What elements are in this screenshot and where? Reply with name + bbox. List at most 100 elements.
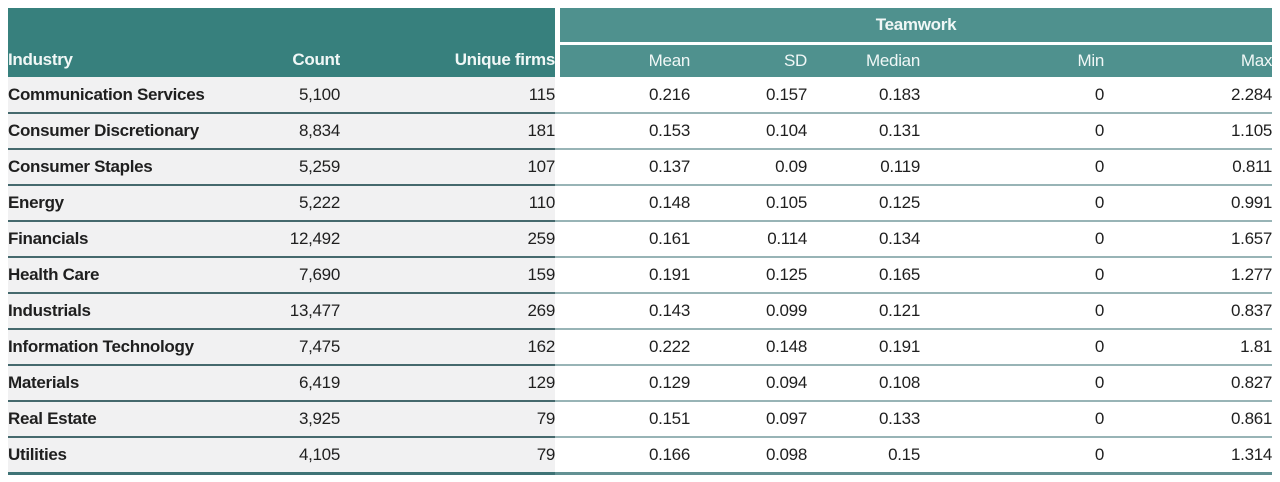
max-cell: 0.861 <box>1104 401 1273 438</box>
column-gap <box>555 113 560 150</box>
industry-cell: Financials <box>8 221 240 258</box>
sd-cell: 0.099 <box>690 293 807 330</box>
median-cell: 0.131 <box>807 113 920 150</box>
min-cell: 0 <box>920 257 1104 294</box>
table-row: Materials 6,419 129 0.129 0.094 0.108 0 … <box>8 365 1273 402</box>
mean-cell: 0.148 <box>560 185 690 222</box>
max-cell: 0.827 <box>1104 365 1273 402</box>
count-cell: 5,100 <box>240 77 340 114</box>
table-row: Financials 12,492 259 0.161 0.114 0.134 … <box>8 221 1273 258</box>
unique-firms-cell: 110 <box>340 185 555 222</box>
table-row: Consumer Staples 5,259 107 0.137 0.09 0.… <box>8 149 1273 186</box>
industry-cell: Consumer Staples <box>8 149 240 186</box>
max-cell: 1.105 <box>1104 113 1273 150</box>
sd-cell: 0.157 <box>690 77 807 114</box>
group-header-row: Teamwork <box>8 8 1273 45</box>
column-gap <box>555 329 560 366</box>
mean-cell: 0.161 <box>560 221 690 258</box>
mean-cell: 0.143 <box>560 293 690 330</box>
unique-firms-cell: 159 <box>340 257 555 294</box>
count-cell: 6,419 <box>240 365 340 402</box>
count-cell: 5,259 <box>240 149 340 186</box>
sd-column-header: SD <box>690 43 807 77</box>
column-gap <box>555 365 560 402</box>
max-cell: 0.811 <box>1104 149 1273 186</box>
mean-cell: 0.166 <box>560 437 690 475</box>
mean-cell: 0.137 <box>560 149 690 186</box>
column-header-row: Industry Count Unique firms Mean SD Medi… <box>8 43 1273 77</box>
industry-cell: Consumer Discretionary <box>8 113 240 150</box>
count-cell: 7,690 <box>240 257 340 294</box>
median-cell: 0.134 <box>807 221 920 258</box>
unique-firms-cell: 269 <box>340 293 555 330</box>
industry-cell: Materials <box>8 365 240 402</box>
column-gap <box>555 257 560 294</box>
sd-cell: 0.125 <box>690 257 807 294</box>
industry-cell: Health Care <box>8 257 240 294</box>
table-row: Health Care 7,690 159 0.191 0.125 0.165 … <box>8 257 1273 294</box>
min-cell: 0 <box>920 149 1104 186</box>
table-row: Communication Services 5,100 115 0.216 0… <box>8 77 1273 114</box>
column-gap <box>555 401 560 438</box>
table-row: Utilities 4,105 79 0.166 0.098 0.15 0 1.… <box>8 437 1273 475</box>
unique-firms-cell: 129 <box>340 365 555 402</box>
median-cell: 0.15 <box>807 437 920 475</box>
count-cell: 4,105 <box>240 437 340 475</box>
table-body: Communication Services 5,100 115 0.216 0… <box>8 77 1273 475</box>
mean-cell: 0.216 <box>560 77 690 114</box>
mean-cell: 0.191 <box>560 257 690 294</box>
column-gap <box>555 149 560 186</box>
column-gap <box>555 77 560 114</box>
sd-cell: 0.09 <box>690 149 807 186</box>
table-header: Teamwork Industry Count Unique firms Mea… <box>8 8 1273 77</box>
min-cell: 0 <box>920 293 1104 330</box>
table-row: Information Technology 7,475 162 0.222 0… <box>8 329 1273 366</box>
median-cell: 0.119 <box>807 149 920 186</box>
sd-cell: 0.148 <box>690 329 807 366</box>
min-cell: 0 <box>920 437 1104 475</box>
mean-cell: 0.151 <box>560 401 690 438</box>
min-cell: 0 <box>920 365 1104 402</box>
mean-column-header: Mean <box>560 43 690 77</box>
max-cell: 1.277 <box>1104 257 1273 294</box>
header-column-gap <box>555 43 560 77</box>
sd-cell: 0.094 <box>690 365 807 402</box>
sd-cell: 0.105 <box>690 185 807 222</box>
median-cell: 0.125 <box>807 185 920 222</box>
unique-firms-cell: 181 <box>340 113 555 150</box>
industry-teamwork-stats-table: Teamwork Industry Count Unique firms Mea… <box>8 8 1273 475</box>
unique-firms-column-header: Unique firms <box>340 43 555 77</box>
count-cell: 13,477 <box>240 293 340 330</box>
sd-cell: 0.104 <box>690 113 807 150</box>
median-cell: 0.191 <box>807 329 920 366</box>
teamwork-group-header: Teamwork <box>560 8 1273 45</box>
table-row: Consumer Discretionary 8,834 181 0.153 0… <box>8 113 1273 150</box>
industry-cell: Utilities <box>8 437 240 475</box>
min-cell: 0 <box>920 113 1104 150</box>
sd-cell: 0.097 <box>690 401 807 438</box>
max-cell: 1.314 <box>1104 437 1273 475</box>
industry-cell: Industrials <box>8 293 240 330</box>
unique-firms-cell: 162 <box>340 329 555 366</box>
table-row: Industrials 13,477 269 0.143 0.099 0.121… <box>8 293 1273 330</box>
count-column-header: Count <box>240 43 340 77</box>
min-cell: 0 <box>920 329 1104 366</box>
median-column-header: Median <box>807 43 920 77</box>
table-row: Energy 5,222 110 0.148 0.105 0.125 0 0.9… <box>8 185 1273 222</box>
count-cell: 3,925 <box>240 401 340 438</box>
unique-firms-cell: 107 <box>340 149 555 186</box>
column-gap <box>555 293 560 330</box>
column-gap <box>555 437 560 475</box>
count-cell: 8,834 <box>240 113 340 150</box>
column-gap <box>555 185 560 222</box>
sd-cell: 0.114 <box>690 221 807 258</box>
median-cell: 0.183 <box>807 77 920 114</box>
max-column-header: Max <box>1104 43 1273 77</box>
header-column-gap <box>555 8 560 43</box>
unique-firms-cell: 79 <box>340 401 555 438</box>
industry-column-header: Industry <box>8 43 240 77</box>
median-cell: 0.133 <box>807 401 920 438</box>
max-cell: 1.81 <box>1104 329 1273 366</box>
min-column-header: Min <box>920 43 1104 77</box>
